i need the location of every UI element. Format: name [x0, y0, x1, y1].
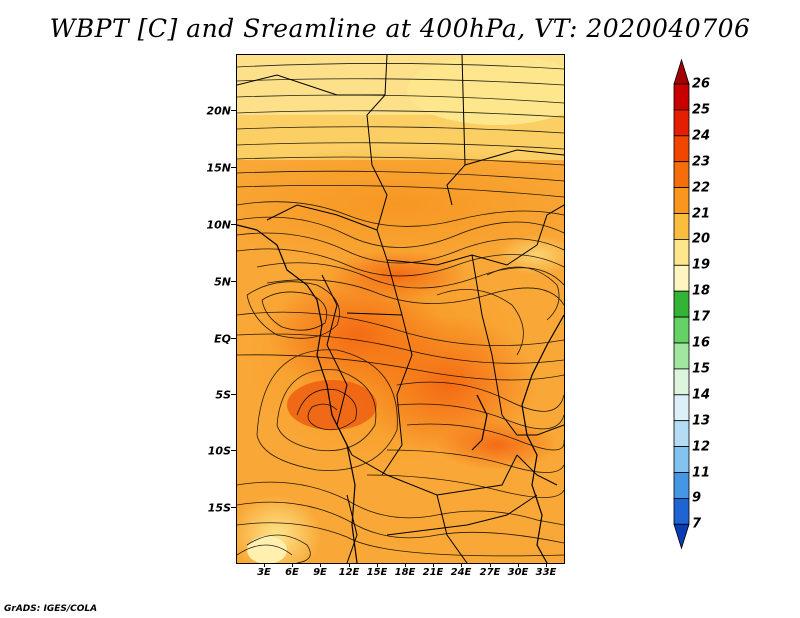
lat-tick	[231, 281, 236, 282]
colorbar-label: 9	[692, 490, 702, 506]
colorbar-label: 25	[692, 102, 711, 118]
colorbar-band	[673, 187, 690, 214]
colorbar-band	[673, 109, 690, 137]
lat-label: 5N	[214, 275, 231, 289]
lon-tick	[518, 563, 519, 567]
colorbar-label: 23	[692, 154, 711, 170]
lon-label: 15E	[366, 567, 388, 578]
lat-tick	[231, 167, 236, 168]
lon-tick	[320, 563, 321, 567]
colorbar-band	[673, 238, 690, 266]
map-canvas	[237, 55, 564, 563]
colorbar-label: 12	[692, 439, 711, 455]
lon-label: 24E	[450, 567, 472, 578]
lon-label: 21E	[422, 567, 444, 578]
colorbar	[673, 58, 690, 550]
colorbar-band	[673, 58, 690, 85]
colorbar-label: 24	[692, 128, 711, 144]
lat-tick	[231, 110, 236, 111]
colorbar-label: 7	[692, 516, 702, 532]
lon-tick	[292, 563, 293, 567]
lon-label: 18E	[394, 567, 416, 578]
lon-tick	[490, 563, 491, 567]
colorbar-label: 20	[692, 231, 711, 247]
colorbar-band	[673, 368, 690, 396]
lon-tick	[546, 563, 547, 567]
lat-label: 5S	[215, 388, 231, 402]
colorbar-label: 14	[692, 387, 711, 403]
colorbar-band	[673, 342, 690, 370]
colorbar-label: 26	[692, 76, 711, 92]
lon-tick	[405, 563, 406, 567]
colorbar-label: 13	[692, 413, 711, 429]
lon-label: 33E	[535, 567, 557, 578]
lon-label: 6E	[285, 567, 299, 578]
colorbar-band	[673, 83, 690, 111]
lon-tick	[433, 563, 434, 567]
colorbar-band	[673, 161, 690, 188]
colorbar-label: 22	[692, 180, 711, 196]
lat-tick	[231, 224, 236, 225]
lon-tick	[461, 563, 462, 567]
colorbar-band	[673, 213, 690, 240]
software-credit: GrADS: IGES/COLA	[4, 604, 98, 614]
lat-label: 20N	[206, 104, 231, 118]
colorbar-band	[673, 290, 690, 318]
colorbar-band	[673, 394, 690, 422]
wbpt-streamline-map	[236, 54, 565, 564]
colorbar-label: 17	[692, 309, 711, 325]
map-title: WBPT [C] and Sreamline at 400hPa, VT: 20…	[49, 14, 751, 43]
colorbar-band	[673, 497, 690, 525]
lat-tick	[231, 450, 236, 451]
lat-label: 10N	[206, 218, 231, 232]
lon-tick	[264, 563, 265, 567]
lon-label: 12E	[338, 567, 360, 578]
colorbar-label: 15	[692, 361, 711, 377]
lat-label: 10S	[207, 444, 231, 458]
lon-label: 9E	[313, 567, 327, 578]
colorbar-label: 21	[692, 206, 711, 221]
colorbar-band	[673, 523, 690, 550]
colorbar-label: 19	[692, 257, 711, 273]
lon-label: 30E	[507, 567, 529, 578]
lat-tick	[231, 394, 236, 395]
colorbar-label: 11	[692, 465, 711, 480]
lat-label: EQ	[214, 332, 231, 346]
lat-tick	[231, 507, 236, 508]
lon-tick	[349, 563, 350, 567]
lat-tick	[231, 338, 236, 339]
colorbar-label: 18	[692, 283, 711, 299]
lon-label: 27E	[479, 567, 501, 578]
colorbar-band	[673, 472, 690, 499]
colorbar-band	[673, 264, 690, 292]
lon-label: 3E	[257, 567, 271, 578]
colorbar-band	[673, 446, 690, 473]
lat-label: 15S	[207, 501, 231, 515]
colorbar-band	[673, 420, 690, 448]
lat-label: 15N	[206, 161, 231, 175]
lon-tick	[377, 563, 378, 567]
colorbar-label: 16	[692, 335, 711, 351]
colorbar-band	[673, 316, 690, 344]
colorbar-band	[673, 135, 690, 163]
